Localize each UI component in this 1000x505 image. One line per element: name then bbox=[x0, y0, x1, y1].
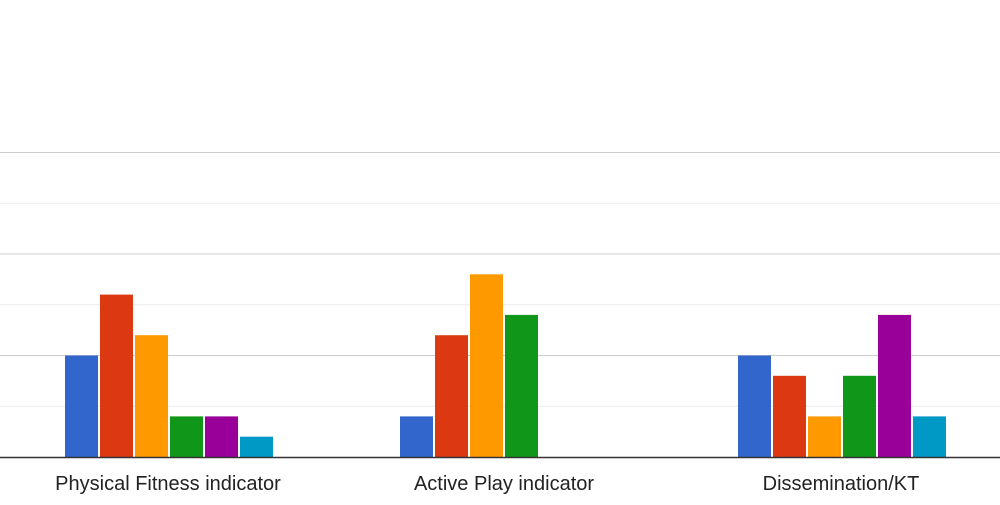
bar-c0-s5 bbox=[240, 436, 273, 457]
bar-c2-s2 bbox=[808, 416, 841, 457]
bar-c0-s0 bbox=[65, 355, 98, 457]
category-label-1: Active Play indicator bbox=[414, 473, 594, 495]
bars bbox=[65, 274, 946, 457]
category-label-2: Dissemination/KT bbox=[763, 473, 920, 495]
bar-c2-s0 bbox=[738, 355, 771, 457]
bar-c2-s4 bbox=[878, 314, 911, 457]
category-label-0: Physical Fitness indicator bbox=[55, 473, 281, 495]
bar-c0-s2 bbox=[135, 335, 168, 457]
bar-c2-s5 bbox=[913, 416, 946, 457]
bar-c1-s3 bbox=[505, 314, 538, 457]
bar-c1-s1 bbox=[435, 335, 468, 457]
bar-c1-s0 bbox=[400, 416, 433, 457]
bar-c0-s4 bbox=[205, 416, 238, 457]
category-labels: Physical Fitness indicator Active Play in… bbox=[55, 473, 919, 495]
bar-c0-s3 bbox=[170, 416, 203, 457]
bar-c1-s2 bbox=[470, 274, 503, 457]
bar-c2-s3 bbox=[843, 375, 876, 457]
bar-c0-s1 bbox=[100, 294, 133, 457]
bar-c2-s1 bbox=[773, 375, 806, 457]
